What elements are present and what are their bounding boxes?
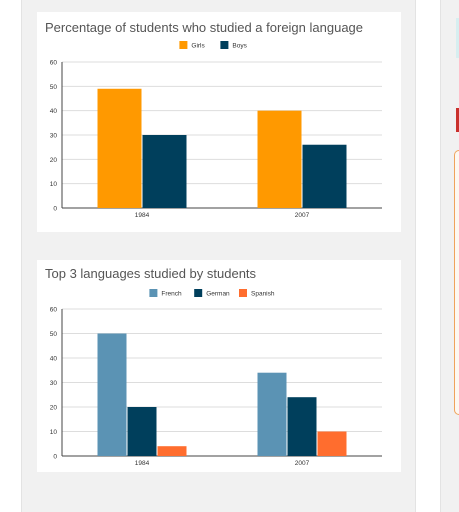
y-tick-label: 60 (50, 307, 58, 314)
y-tick-label: 50 (50, 331, 58, 338)
legend-swatch-french (149, 289, 158, 297)
x-tick-label: 2007 (295, 212, 310, 219)
bar-boys-2007 (302, 144, 347, 208)
chart-card-top-languages: Top 3 languages studied by students 0 10 2… (37, 260, 401, 472)
chart-top-languages-svg: 0 10 20 30 40 50 60 1984 2007 French German Spanish (50, 289, 382, 467)
y-tick-label: 10 (50, 181, 58, 188)
legend-label-boys: Boys (232, 43, 247, 50)
bar-spanish-1984 (157, 446, 187, 456)
y-tick-label: 60 (50, 60, 58, 67)
right-panel-card-edge (454, 150, 459, 415)
y-tick-label: 20 (50, 405, 58, 412)
legend-swatch-spanish (239, 289, 247, 297)
legend-swatch-boys (220, 41, 229, 49)
right-panel-red-marker (456, 108, 459, 132)
bar-boys-1984 (142, 135, 187, 208)
legend-swatch-girls (179, 41, 188, 49)
bar-french-2007 (257, 372, 287, 456)
bar-french-1984 (97, 333, 127, 456)
bar-spanish-2007 (317, 431, 347, 456)
bar-german-2007 (287, 397, 317, 456)
y-tick-label: 10 (50, 429, 58, 436)
x-tick-label: 1984 (135, 460, 150, 467)
y-tick-label: 0 (53, 206, 57, 213)
legend-swatch-german (194, 289, 203, 297)
y-tick-label: 30 (50, 380, 58, 387)
legend-label-spanish: Spanish (251, 291, 275, 298)
bar-girls-2007 (257, 110, 302, 208)
y-tick-label: 40 (50, 356, 58, 363)
y-tick-label: 40 (50, 108, 58, 115)
chart-title: Top 3 languages studied by students (45, 266, 257, 281)
y-tick-label: 30 (50, 133, 58, 140)
chart-card-foreign-language: Percentage of students who studied a for… (37, 12, 401, 232)
chart-title: Percentage of students who studied a for… (45, 20, 364, 35)
legend-label-girls: Girls (191, 43, 205, 50)
y-tick-label: 0 (53, 454, 57, 461)
legend-label-german: German (206, 291, 230, 298)
x-tick-label: 1984 (135, 212, 150, 219)
y-tick-label: 50 (50, 84, 58, 91)
legend-label-french: French (161, 291, 182, 298)
x-tick-label: 2007 (295, 460, 310, 467)
bar-german-1984 (127, 407, 157, 456)
right-panel-top-strip (456, 18, 459, 58)
bar-girls-1984 (97, 88, 142, 208)
chart-foreign-language-svg: 0 10 20 30 40 50 60 1984 2007 Girls Boys (50, 41, 382, 219)
y-tick-label: 20 (50, 157, 58, 164)
